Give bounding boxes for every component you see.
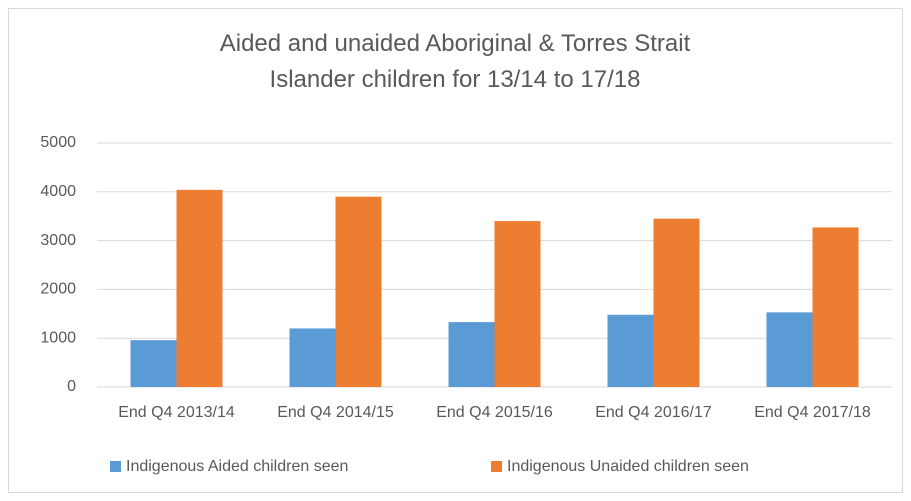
bar xyxy=(335,196,382,387)
x-tick-label: End Q4 2015/16 xyxy=(436,404,553,421)
bar xyxy=(812,227,859,387)
bar xyxy=(130,340,177,387)
y-tick-label: 0 xyxy=(67,378,76,395)
bar xyxy=(653,218,700,387)
y-tick-label: 3000 xyxy=(40,232,76,249)
bar xyxy=(607,314,654,387)
x-tick-label: End Q4 2017/18 xyxy=(754,404,871,421)
y-tick-label: 2000 xyxy=(40,281,76,298)
bar xyxy=(289,328,336,387)
legend-swatch xyxy=(491,461,502,472)
y-tick-label: 4000 xyxy=(40,183,76,200)
chart-title: Aided and unaided Aboriginal & Torres St… xyxy=(219,30,691,93)
y-tick-label: 1000 xyxy=(40,329,76,346)
chart-border xyxy=(8,8,903,493)
x-tick-label: End Q4 2016/17 xyxy=(595,404,712,421)
legend-label: Indigenous Unaided children seen xyxy=(507,458,749,475)
x-tick-label: End Q4 2014/15 xyxy=(277,404,394,421)
legend-swatch xyxy=(110,461,121,472)
y-tick-label: 5000 xyxy=(40,134,76,151)
legend-label: Indigenous Aided children seen xyxy=(126,458,348,475)
bar xyxy=(766,312,813,387)
x-tick-label: End Q4 2013/14 xyxy=(118,404,235,421)
bar xyxy=(448,322,495,387)
bar xyxy=(176,189,223,387)
bar xyxy=(494,221,541,387)
